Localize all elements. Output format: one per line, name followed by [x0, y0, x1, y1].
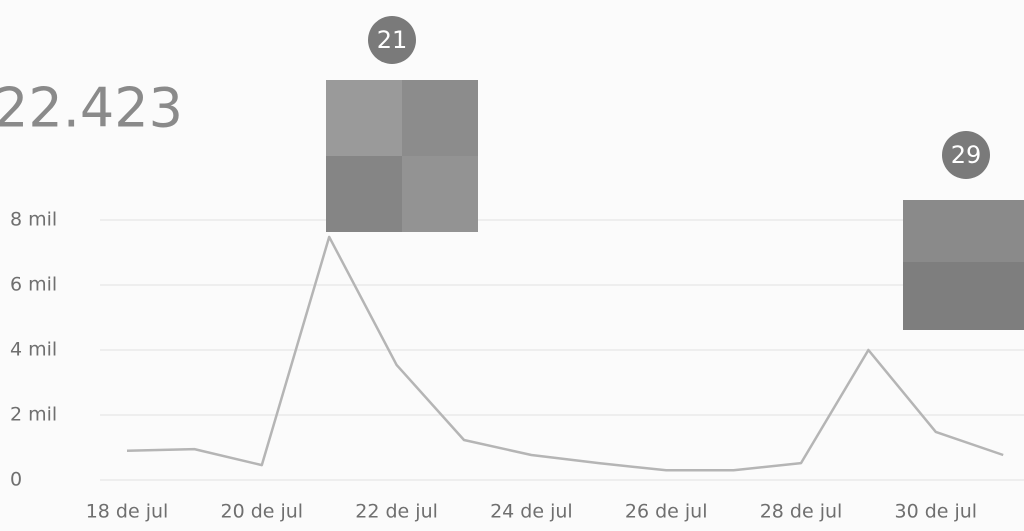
annotation-29: 29 [903, 131, 1024, 330]
thumbnail [402, 156, 478, 232]
x-tick-label: 22 de jul [355, 501, 438, 523]
line [127, 237, 1003, 470]
x-tick-label: 28 de jul [760, 501, 843, 523]
y-tick-label: 0 [10, 469, 22, 491]
x-tick-label: 18 de jul [86, 501, 169, 523]
x-tick-label: 26 de jul [625, 501, 708, 523]
x-tick-label: 24 de jul [490, 501, 573, 523]
chart: 22.423 21 29 0 2 mil 4 mil 6 mil 8 mil 18 de … [0, 0, 1024, 531]
y-tick-label: 8 mil [10, 209, 57, 231]
x-tick-label: 30 de jul [894, 501, 977, 523]
y-tick-label: 4 mil [10, 339, 57, 361]
page: 22.423 21 29 0 2 mil 4 mil 6 mil 8 mil 18 de … [0, 0, 1024, 531]
thumbnail [326, 80, 402, 156]
annotation-21: 21 [326, 16, 478, 232]
y-tick-label: 2 mil [10, 404, 57, 426]
badge-label: 29 [951, 141, 982, 169]
thumbnail [402, 80, 478, 156]
thumbnail [326, 156, 402, 232]
thumbnail [903, 262, 1024, 330]
x-tick-label: 20 de jul [220, 501, 303, 523]
total: 22.423 [0, 77, 183, 140]
thumbnail [903, 200, 1024, 262]
badge-label: 21 [377, 26, 408, 54]
y-tick-label: 6 mil [10, 274, 57, 296]
